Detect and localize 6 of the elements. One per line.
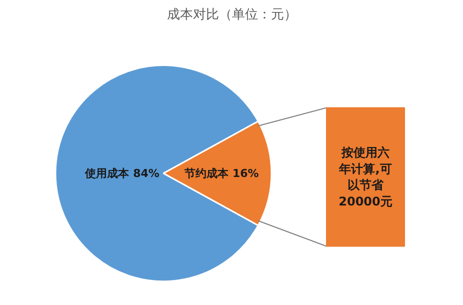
- chart-title: 成本对比（单位：元）: [167, 8, 297, 22]
- data-label: 84%: [133, 166, 160, 180]
- text: 按使用六年计算,可以节省20000元: [338, 145, 392, 209]
- slice-label: 使用成本: [84, 166, 130, 180]
- slice-label: 节约成本: [183, 166, 230, 180]
- data-label: 16%: [232, 166, 259, 180]
